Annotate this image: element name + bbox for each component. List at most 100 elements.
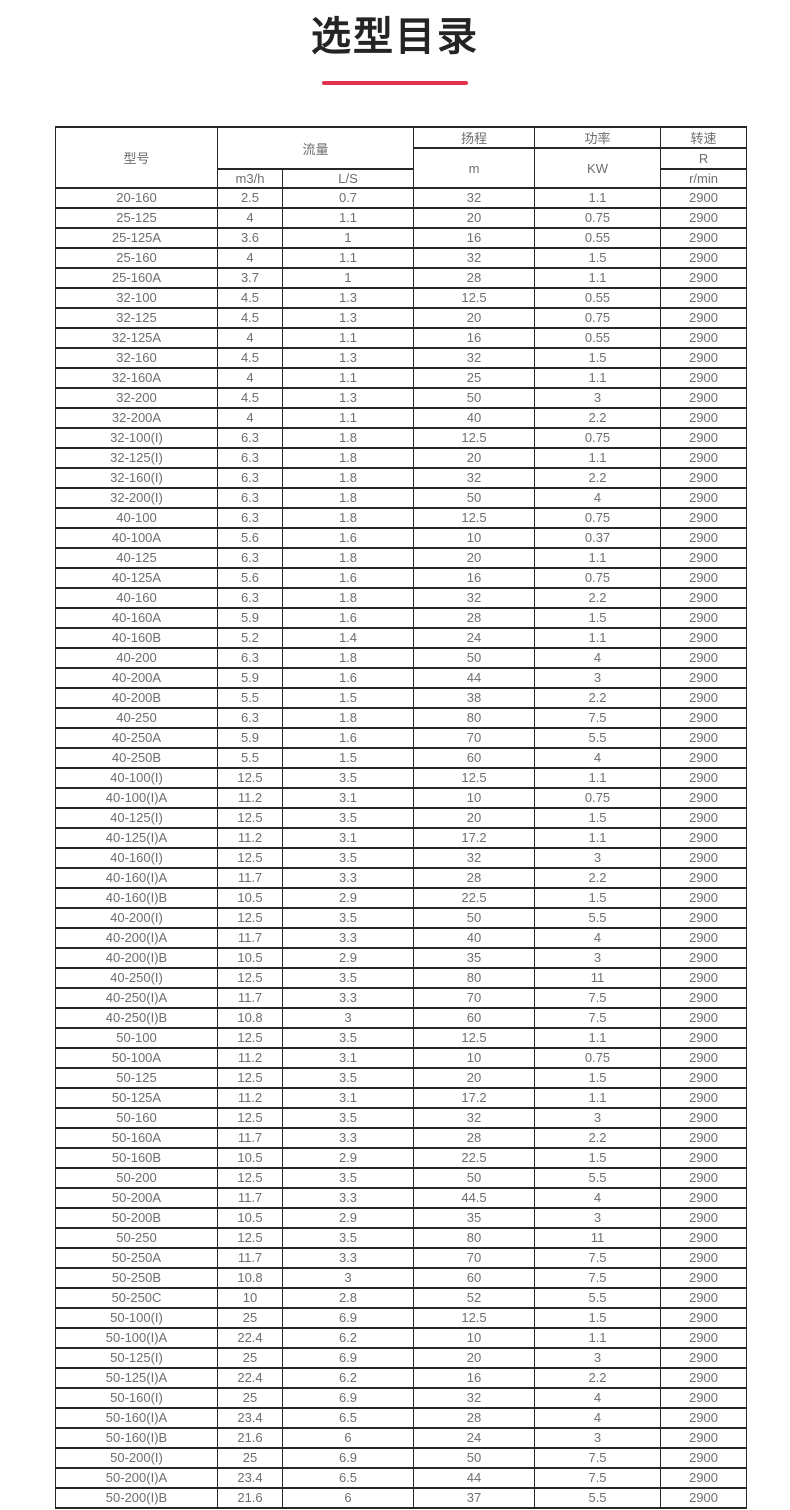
model-cell: 32-125A bbox=[55, 327, 218, 349]
value-cell: 3 bbox=[281, 1007, 415, 1029]
value-cell: 60 bbox=[413, 1267, 536, 1289]
table-row: 40-250 6.3 1.8 80 7.5 2900 bbox=[55, 707, 748, 729]
value-cell: 2900 bbox=[660, 507, 748, 529]
value-cell: 0.55 bbox=[534, 227, 662, 249]
value-cell: 5.5 bbox=[534, 1487, 662, 1509]
model-cell: 50-125(I) bbox=[55, 1347, 218, 1369]
value-cell: 10 bbox=[413, 787, 536, 809]
value-cell: 11.7 bbox=[217, 1127, 283, 1149]
table-row: 40-160 6.3 1.8 32 2.2 2900 bbox=[55, 587, 748, 609]
table-row: 40-100A 5.6 1.6 10 0.37 2900 bbox=[55, 527, 748, 549]
value-cell: 1.1 bbox=[281, 367, 415, 389]
value-cell: 6.9 bbox=[281, 1447, 415, 1469]
value-cell: 10.8 bbox=[217, 1007, 283, 1029]
value-cell: 28 bbox=[413, 607, 536, 629]
value-cell: 12.5 bbox=[217, 807, 283, 829]
value-cell: 52 bbox=[413, 1287, 536, 1309]
value-cell: 0.75 bbox=[534, 567, 662, 589]
value-cell: 1.5 bbox=[534, 807, 662, 829]
value-cell: 6.3 bbox=[217, 647, 283, 669]
value-cell: 50 bbox=[413, 907, 536, 929]
value-cell: 4 bbox=[217, 327, 283, 349]
value-cell: 12.5 bbox=[413, 1027, 536, 1049]
value-cell: 2900 bbox=[660, 847, 748, 869]
value-cell: 10.5 bbox=[217, 947, 283, 969]
value-cell: 1.1 bbox=[281, 247, 415, 269]
value-cell: 6.3 bbox=[217, 447, 283, 469]
model-cell: 50-160B bbox=[55, 1147, 218, 1169]
table-row: 50-160 12.5 3.5 32 3 2900 bbox=[55, 1107, 748, 1129]
model-cell: 50-100(I)A bbox=[55, 1327, 218, 1349]
table-row: 50-100 12.5 3.5 12.5 1.1 2900 bbox=[55, 1027, 748, 1049]
model-cell: 50-250C bbox=[55, 1287, 218, 1309]
value-cell: 3 bbox=[534, 1107, 662, 1129]
value-cell: 4 bbox=[534, 1387, 662, 1409]
catalog-page: 选型目录 型号 流量 扬程 功率 转速 m KW R m bbox=[0, 12, 790, 1510]
value-cell: 5.5 bbox=[217, 687, 283, 709]
value-cell: 7.5 bbox=[534, 1447, 662, 1469]
value-cell: 35 bbox=[413, 1207, 536, 1229]
value-cell: 1.5 bbox=[534, 887, 662, 909]
value-cell: 2.2 bbox=[534, 1367, 662, 1389]
value-cell: 60 bbox=[413, 1007, 536, 1029]
value-cell: 1.1 bbox=[534, 627, 662, 649]
table-row: 40-250(I)A 11.7 3.3 70 7.5 2900 bbox=[55, 987, 748, 1009]
value-cell: 7.5 bbox=[534, 987, 662, 1009]
value-cell: 0.75 bbox=[534, 1047, 662, 1069]
value-cell: 2900 bbox=[660, 267, 748, 289]
value-cell: 0.55 bbox=[534, 327, 662, 349]
value-cell: 2900 bbox=[660, 447, 748, 469]
value-cell: 1.5 bbox=[534, 347, 662, 369]
model-cell: 40-200(I)B bbox=[55, 947, 218, 969]
model-cell: 40-160(I)A bbox=[55, 867, 218, 889]
table-row: 40-160A 5.9 1.6 28 1.5 2900 bbox=[55, 607, 748, 629]
value-cell: 12.5 bbox=[413, 427, 536, 449]
value-cell: 2900 bbox=[660, 247, 748, 269]
value-cell: 4.5 bbox=[217, 307, 283, 329]
value-cell: 1.1 bbox=[534, 1327, 662, 1349]
value-cell: 3 bbox=[534, 847, 662, 869]
value-cell: 1.1 bbox=[534, 547, 662, 569]
value-cell: 3.6 bbox=[217, 227, 283, 249]
value-cell: 2900 bbox=[660, 627, 748, 649]
value-cell: 1.8 bbox=[281, 547, 415, 569]
value-cell: 80 bbox=[413, 1227, 536, 1249]
value-cell: 4 bbox=[534, 927, 662, 949]
value-cell: 2900 bbox=[660, 727, 748, 749]
table-row: 50-200B 10.5 2.9 35 3 2900 bbox=[55, 1207, 748, 1229]
value-cell: 1.1 bbox=[281, 327, 415, 349]
value-cell: 2900 bbox=[660, 1447, 748, 1469]
model-cell: 40-200 bbox=[55, 647, 218, 669]
value-cell: 2900 bbox=[660, 867, 748, 889]
value-cell: 2900 bbox=[660, 227, 748, 249]
value-cell: 2900 bbox=[660, 427, 748, 449]
value-cell: 1.5 bbox=[281, 687, 415, 709]
value-cell: 28 bbox=[413, 1407, 536, 1429]
value-cell: 32 bbox=[413, 347, 536, 369]
value-cell: 3.1 bbox=[281, 787, 415, 809]
value-cell: 6 bbox=[281, 1427, 415, 1449]
value-cell: 3 bbox=[534, 387, 662, 409]
model-cell: 40-160B bbox=[55, 627, 218, 649]
value-cell: 2900 bbox=[660, 947, 748, 969]
value-cell: 32 bbox=[413, 1387, 536, 1409]
value-cell: 1.5 bbox=[281, 747, 415, 769]
model-cell: 40-250(I) bbox=[55, 967, 218, 989]
value-cell: 23.4 bbox=[217, 1467, 283, 1489]
value-cell: 2900 bbox=[660, 467, 748, 489]
value-cell: 2900 bbox=[660, 207, 748, 229]
table-row: 50-160B 10.5 2.9 22.5 1.5 2900 bbox=[55, 1147, 748, 1169]
value-cell: 32 bbox=[413, 247, 536, 269]
value-cell: 3.5 bbox=[281, 967, 415, 989]
value-cell: 2900 bbox=[660, 1367, 748, 1389]
value-cell: 3.5 bbox=[281, 1167, 415, 1189]
value-cell: 2900 bbox=[660, 967, 748, 989]
value-cell: 1.6 bbox=[281, 527, 415, 549]
model-cell: 32-160A bbox=[55, 367, 218, 389]
model-cell: 25-125A bbox=[55, 227, 218, 249]
value-cell: 3.1 bbox=[281, 827, 415, 849]
table-row: 50-200A 11.7 3.3 44.5 4 2900 bbox=[55, 1187, 748, 1209]
value-cell: 5.2 bbox=[217, 627, 283, 649]
value-cell: 1.6 bbox=[281, 567, 415, 589]
table-row: 32-200(I) 6.3 1.8 50 4 2900 bbox=[55, 487, 748, 509]
